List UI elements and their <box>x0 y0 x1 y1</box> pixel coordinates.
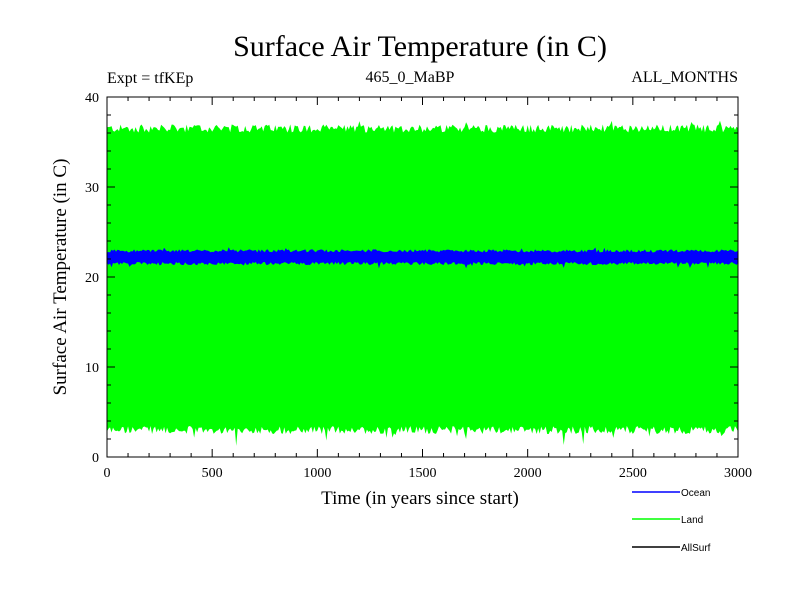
y-tick-label: 30 <box>85 181 99 196</box>
y-tick-label: 0 <box>92 451 99 466</box>
x-tick-label: 2000 <box>514 466 542 481</box>
series-ocean <box>107 247 738 269</box>
x-tick-label: 500 <box>202 466 223 481</box>
x-tick-label: 2500 <box>619 466 647 481</box>
legend-label-allsurf: AllSurf <box>681 543 711 554</box>
y-tick-label: 40 <box>85 91 99 106</box>
x-axis-label: Time (in years since start) <box>321 488 519 509</box>
y-tick-label: 20 <box>85 271 99 286</box>
period-label: 465_0_MaBP <box>366 69 455 86</box>
x-tick-label: 3000 <box>724 466 752 481</box>
plot-area <box>107 120 738 446</box>
legend-label-land: Land <box>681 515 703 526</box>
y-tick-label: 10 <box>85 361 99 376</box>
x-tick-label: 1000 <box>303 466 331 481</box>
experiment-label: Expt = tfKEp <box>107 70 193 87</box>
x-tick-label: 1500 <box>409 466 437 481</box>
legend-label-ocean: Ocean <box>681 488 710 499</box>
x-tick-label: 0 <box>104 466 111 481</box>
series-land <box>107 120 738 446</box>
chart-title: Surface Air Temperature (in C) <box>233 30 607 63</box>
months-label: ALL_MONTHS <box>631 69 738 86</box>
y-axis-label: Surface Air Temperature (in C) <box>50 159 71 396</box>
axes: 0 500 1000 1500 2000 2500 3000 0 10 20 30 40 <box>85 91 752 481</box>
legend: Ocean Land AllSurf <box>632 488 711 554</box>
